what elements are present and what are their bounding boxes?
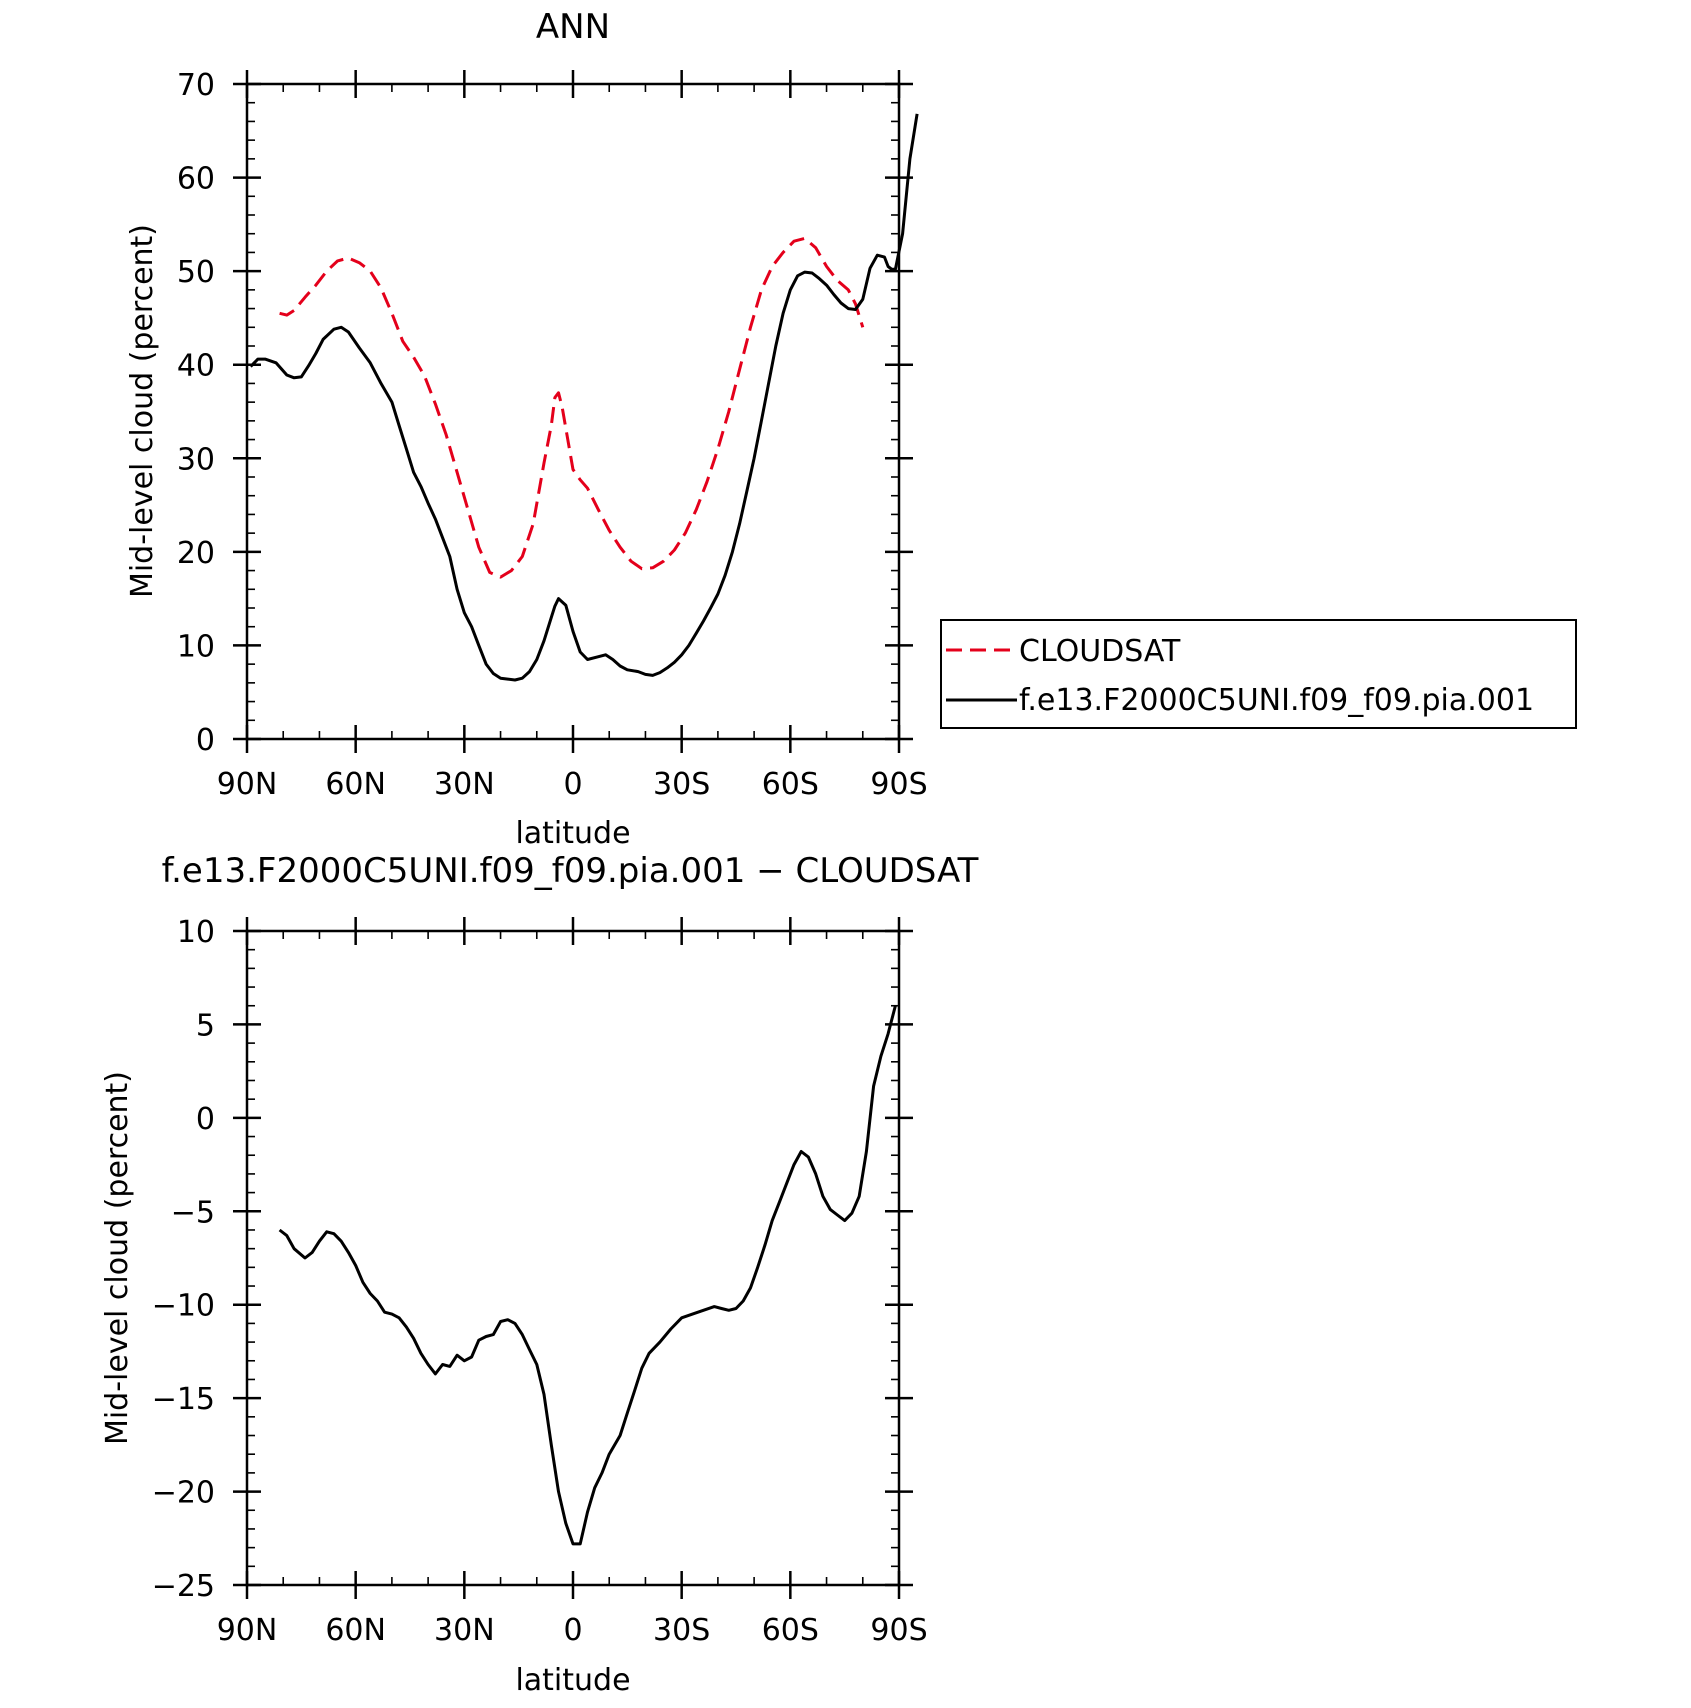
bottom-x-tick-label: 60N bbox=[325, 1613, 386, 1648]
top-plot-frame bbox=[245, 82, 901, 741]
top-x-tick-label: 90N bbox=[217, 767, 278, 802]
top-y-tick-label: 10 bbox=[177, 629, 215, 664]
top-y-tick-label: 30 bbox=[177, 442, 215, 477]
top-y-tick-labels: 0 10 20 30 40 50 60 70 bbox=[177, 68, 215, 758]
bottom-plot-frame bbox=[245, 929, 901, 1587]
bottom-series-lines bbox=[278, 1005, 897, 1546]
bottom-y-tick-label: 0 bbox=[196, 1102, 215, 1137]
top-x-tick-label: 90S bbox=[870, 767, 927, 802]
bottom-y-tick-label: −25 bbox=[152, 1569, 215, 1604]
top-series-line-0 bbox=[279, 236, 865, 579]
legend-box bbox=[940, 619, 1577, 729]
top-y-tick-label: 70 bbox=[177, 68, 215, 103]
bottom-y-tick-label: −5 bbox=[171, 1195, 215, 1230]
bottom-y-tick-label: −15 bbox=[152, 1382, 215, 1417]
bottom-x-tick-label: 60S bbox=[762, 1613, 819, 1648]
top-series-line-1 bbox=[249, 113, 919, 682]
top-panel-title: ANN bbox=[536, 7, 610, 47]
top-y-tick-label: 20 bbox=[177, 536, 215, 571]
bottom-y-axis-label: Mid-level cloud (percent) bbox=[100, 1071, 135, 1445]
top-x-axis-label: latitude bbox=[515, 816, 630, 851]
legend: CLOUDSAT f.e13.F2000C5UNI.f09_f09.pia.00… bbox=[940, 619, 1577, 729]
bottom-x-tick-label: 0 bbox=[563, 1613, 582, 1648]
top-x-tick-labels: 90N 60N 30N 0 30S 60S 90S bbox=[217, 767, 928, 802]
top-x-tick-label: 0 bbox=[563, 767, 582, 802]
legend-label-model: f.e13.F2000C5UNI.f09_f09.pia.001 bbox=[1019, 683, 1534, 718]
bottom-y-tick-label: 10 bbox=[177, 915, 215, 950]
bottom-x-tick-label: 90N bbox=[217, 1613, 278, 1648]
legend-label-cloudsat: CLOUDSAT bbox=[1019, 634, 1181, 669]
bottom-x-axis-label: latitude bbox=[515, 1663, 630, 1698]
bottom-x-tick-labels: 90N 60N 30N 0 30S 60S 90S bbox=[217, 1613, 928, 1648]
top-y-tick-label: 60 bbox=[177, 162, 215, 197]
bottom-y-tick-label: −10 bbox=[152, 1289, 215, 1324]
bottom-y-tick-label: 5 bbox=[196, 1008, 215, 1043]
bottom-x-tick-label: 30N bbox=[434, 1613, 495, 1648]
top-y-tick-label: 50 bbox=[177, 255, 215, 290]
top-x-tick-label: 60S bbox=[762, 767, 819, 802]
bottom-y-tick-labels: 10 5 0 −5 −10 −15 −20 −25 bbox=[152, 915, 215, 1604]
bottom-series-line-0 bbox=[278, 1005, 897, 1546]
bottom-panel-title: f.e13.F2000C5UNI.f09_f09.pia.001 − CLOUD… bbox=[162, 851, 979, 891]
bottom-y-tick-label: −20 bbox=[152, 1476, 215, 1511]
top-y-axis-label: Mid-level cloud (percent) bbox=[125, 224, 160, 598]
top-y-tick-label: 40 bbox=[177, 349, 215, 384]
bottom-panel: f.e13.F2000C5UNI.f09_f09.pia.001 − CLOUD… bbox=[100, 851, 979, 1698]
top-y-tick-label: 0 bbox=[196, 723, 215, 758]
top-x-tick-label: 60N bbox=[325, 767, 386, 802]
top-x-tick-label: 30S bbox=[653, 767, 710, 802]
top-series-lines bbox=[249, 113, 919, 682]
bottom-x-tick-label: 30S bbox=[653, 1613, 710, 1648]
bottom-x-tick-label: 90S bbox=[870, 1613, 927, 1648]
top-x-tick-label: 30N bbox=[434, 767, 495, 802]
